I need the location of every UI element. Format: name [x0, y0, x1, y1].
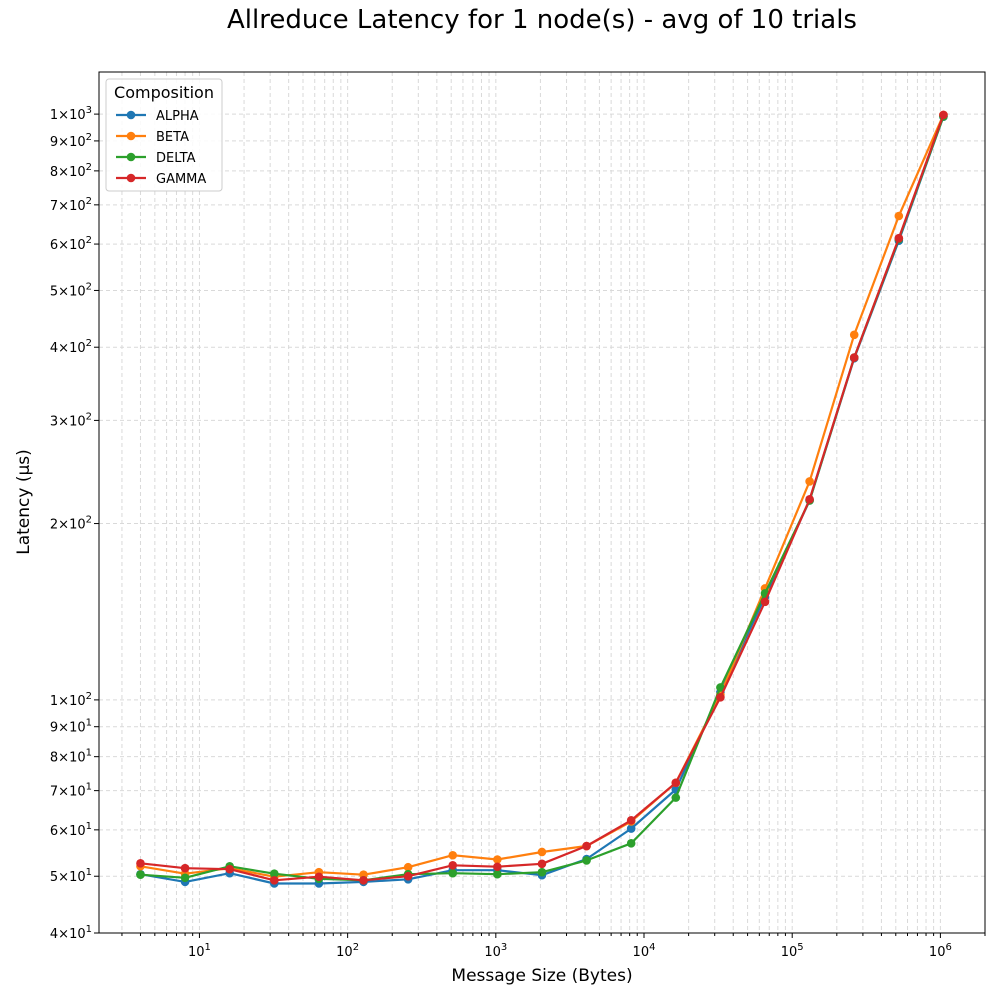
legend-label-beta: BETA — [156, 130, 189, 145]
y-tick-label: 8×102 — [50, 162, 92, 180]
data-point-gamma — [671, 778, 681, 788]
data-point-gamma — [805, 495, 814, 504]
y-tick-label: 2×102 — [50, 515, 92, 533]
legend: Composition ALPHA BETA DELTA GAMMA — [105, 78, 223, 192]
series-layer — [136, 110, 948, 888]
data-point-gamma — [939, 110, 948, 120]
y-tick-label: 7×101 — [50, 782, 92, 800]
data-point-delta — [582, 856, 591, 865]
legend-label-delta: DELTA — [156, 151, 196, 166]
series-line-delta — [140, 116, 945, 882]
x-tick-label: 102 — [336, 942, 359, 960]
data-point-beta — [805, 477, 814, 486]
y-tick-label: 4×102 — [50, 338, 92, 356]
series-line-alpha — [140, 116, 945, 885]
legend-title: Composition — [114, 83, 214, 102]
y-tick-label: 6×101 — [50, 821, 92, 839]
data-point-delta — [269, 869, 279, 879]
ticks: 4×101 5×101 6×101 7×101 8×101 9×101 1×102 2×102… — [50, 105, 986, 960]
data-point-delta — [671, 793, 681, 802]
plot-frame — [98, 71, 986, 934]
grid — [99, 72, 986, 934]
data-point-gamma — [448, 860, 458, 870]
data-point-delta — [448, 868, 458, 878]
x-tick-label: 105 — [781, 942, 804, 960]
y-tick-label: 8×101 — [50, 748, 92, 766]
data-point-gamma — [582, 841, 591, 851]
data-point-beta — [537, 847, 547, 857]
data-point-beta — [493, 855, 502, 864]
y-tick-label: 3×102 — [50, 411, 92, 429]
y-tick-label: 1×103 — [50, 105, 92, 123]
legend-label-gamma: GAMMA — [156, 172, 206, 187]
y-axis-label: Latency (µs) — [14, 449, 34, 555]
data-point-gamma — [849, 353, 859, 362]
data-point-gamma — [894, 233, 904, 243]
data-point-delta — [136, 870, 145, 880]
data-point-beta — [849, 330, 859, 340]
data-point-gamma — [760, 597, 770, 607]
y-tick-label: 4×101 — [50, 924, 92, 942]
data-point-delta — [493, 869, 502, 879]
y-tick-label: 5×102 — [50, 281, 92, 299]
data-point-alpha — [626, 824, 636, 833]
x-tick-label: 103 — [484, 942, 507, 960]
y-tick-label: 9×102 — [50, 132, 92, 150]
x-tick-label: 104 — [633, 942, 656, 960]
data-point-gamma — [716, 693, 725, 702]
data-point-gamma — [626, 815, 636, 825]
data-point-beta — [894, 211, 904, 221]
data-point-gamma — [269, 876, 279, 885]
data-point-gamma — [537, 859, 547, 869]
series-line-beta — [140, 114, 945, 878]
y-tick-label: 5×101 — [50, 867, 92, 885]
y-tick-label: 9×101 — [50, 718, 92, 736]
x-tick-label: 101 — [188, 942, 211, 960]
data-point-gamma — [403, 871, 413, 881]
data-point-gamma — [180, 863, 190, 873]
series-line-gamma — [140, 114, 945, 882]
y-tick-label: 6×102 — [50, 235, 92, 253]
y-tick-label: 7×102 — [50, 196, 92, 214]
data-point-gamma — [359, 876, 368, 885]
data-point-gamma — [225, 864, 234, 874]
y-tick-label: 1×102 — [50, 691, 92, 709]
legend-marker-gamma — [126, 173, 136, 183]
data-point-gamma — [136, 859, 145, 868]
legend-marker-alpha — [126, 110, 136, 120]
legend-label-alpha: ALPHA — [156, 109, 199, 124]
legend-box — [105, 78, 223, 192]
legend-marker-delta — [126, 152, 136, 162]
data-point-delta — [626, 839, 636, 848]
data-point-gamma — [314, 872, 324, 882]
data-point-delta — [537, 867, 547, 877]
legend-marker-beta — [126, 131, 136, 141]
data-point-beta — [448, 850, 458, 860]
chart-title: Allreduce Latency for 1 node(s) - avg of… — [227, 5, 857, 35]
data-point-delta — [180, 873, 190, 883]
x-tick-label: 106 — [929, 942, 952, 960]
data-point-delta — [716, 683, 725, 692]
x-axis-label: Message Size (Bytes) — [451, 966, 632, 986]
data-point-gamma — [493, 862, 502, 872]
data-point-beta — [403, 862, 413, 872]
